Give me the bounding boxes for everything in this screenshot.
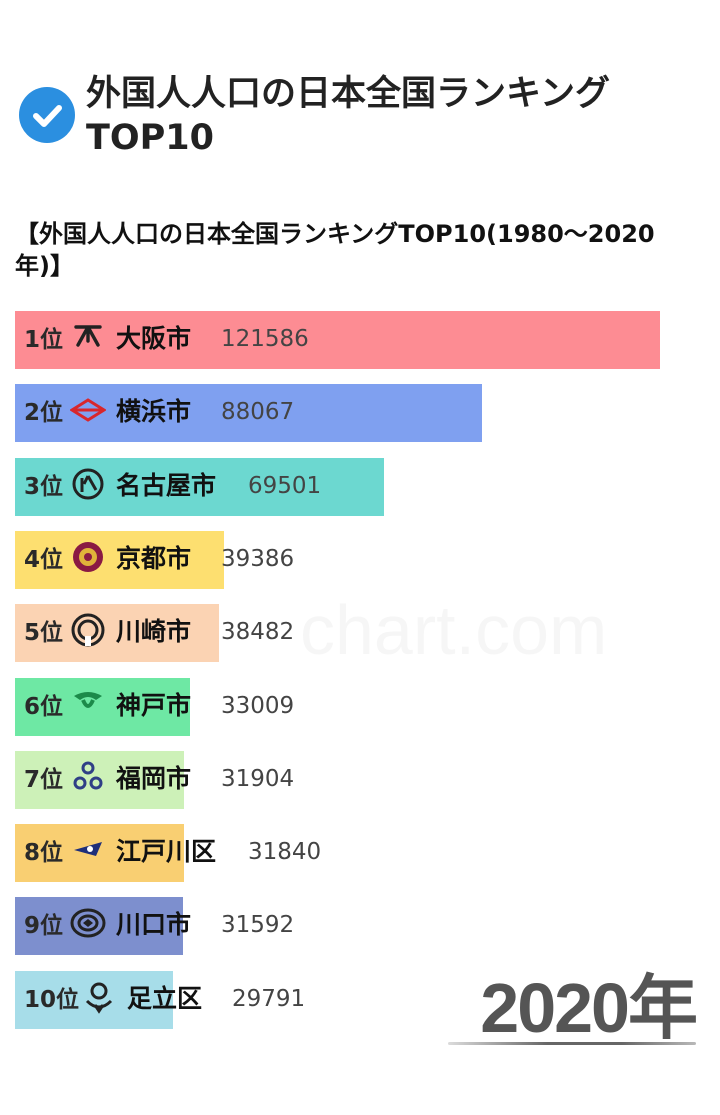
category-label: 福岡市 xyxy=(116,763,192,793)
rank-label: 9位 xyxy=(24,913,64,940)
value-label: 33009 xyxy=(221,692,295,719)
value-label: 121586 xyxy=(221,326,309,352)
year-label: 2020年 xyxy=(480,969,698,1047)
bar-row: 9位 川口市 31592 xyxy=(15,897,705,956)
rank-label: 8位 xyxy=(24,840,64,867)
bar-row: 5位 川崎市 38482 xyxy=(15,604,705,663)
bar-row: 8位 江戸川区 31840 xyxy=(15,824,705,883)
check-circle-icon xyxy=(19,87,75,143)
bar xyxy=(15,677,191,736)
bar-row: 3位 名古屋市 69501 xyxy=(15,457,705,516)
category-label: 川口市 xyxy=(116,910,192,940)
bar-row: 6位 神戸市 33009 xyxy=(15,677,705,736)
value-label: 31592 xyxy=(221,912,295,939)
osaka-emblem-icon xyxy=(74,325,102,347)
title-line-2: TOP10 xyxy=(86,118,214,158)
page-title: 外国人人口の日本全国ランキング TOP10 xyxy=(86,72,706,160)
bar-row: 10位 足立区 29791 xyxy=(15,970,705,1029)
chart-title: 【外国人人口の日本全国ランキングTOP10(1980～2020年)】 xyxy=(15,220,655,280)
bar xyxy=(15,824,184,883)
bar-row: 2位 横浜市 88067 xyxy=(15,384,705,443)
rank-label: 10位 xyxy=(24,986,80,1013)
bar xyxy=(15,897,183,956)
value-label: 39386 xyxy=(221,545,295,572)
category-label: 大阪市 xyxy=(116,324,192,353)
rank-label: 7位 xyxy=(24,766,64,793)
nagoya-emblem-icon xyxy=(72,468,104,500)
bar-row: 7位 福岡市 31904 xyxy=(15,750,705,809)
category-label: 名古屋市 xyxy=(116,470,217,500)
value-label: 69501 xyxy=(248,472,322,499)
rank-label: 5位 xyxy=(24,620,64,647)
title-line-1: 外国人人口の日本全国ランキング xyxy=(86,74,610,114)
bar xyxy=(15,457,384,516)
bar xyxy=(15,604,220,663)
kobe-emblem-icon xyxy=(74,691,102,708)
category-label: 京都市 xyxy=(116,543,192,573)
category-label: 川崎市 xyxy=(116,617,192,647)
kawasaki-emblem-icon xyxy=(71,613,105,647)
year-underline xyxy=(448,1042,696,1045)
fukuoka-emblem-icon xyxy=(73,761,103,790)
bar-chart: 1位 大阪市 121586 2位 横浜市 88067 3位 名古屋市 69501 4位 京都市 393… xyxy=(15,311,705,1051)
category-label: 横浜市 xyxy=(116,397,192,427)
adachi-emblem-icon xyxy=(85,982,113,1014)
yokohama-emblem-icon xyxy=(70,398,106,423)
bar xyxy=(15,311,661,369)
category-label: 江戸川区 xyxy=(116,837,217,867)
bar-row: 1位 大阪市 121586 xyxy=(15,311,705,369)
rank-label: 3位 xyxy=(24,473,64,500)
rank-label: 1位 xyxy=(24,327,64,353)
rank-label: 4位 xyxy=(24,546,64,573)
value-label: 31904 xyxy=(221,765,295,792)
edogawa-emblem-icon xyxy=(74,842,102,857)
bar xyxy=(15,970,174,1029)
category-label: 足立区 xyxy=(127,983,203,1013)
bar-row: 4位 京都市 39386 xyxy=(15,530,705,589)
kyoto-emblem-icon xyxy=(73,541,103,572)
rank-label: 2位 xyxy=(24,400,64,427)
category-label: 神戸市 xyxy=(116,690,192,720)
value-label: 29791 xyxy=(232,985,306,1012)
kawaguchi-emblem-icon xyxy=(70,908,106,938)
value-label: 88067 xyxy=(221,399,295,426)
bar xyxy=(15,530,225,589)
value-label: 31840 xyxy=(248,839,322,866)
rank-label: 6位 xyxy=(24,693,64,720)
bar xyxy=(15,384,483,443)
value-label: 38482 xyxy=(221,619,295,646)
